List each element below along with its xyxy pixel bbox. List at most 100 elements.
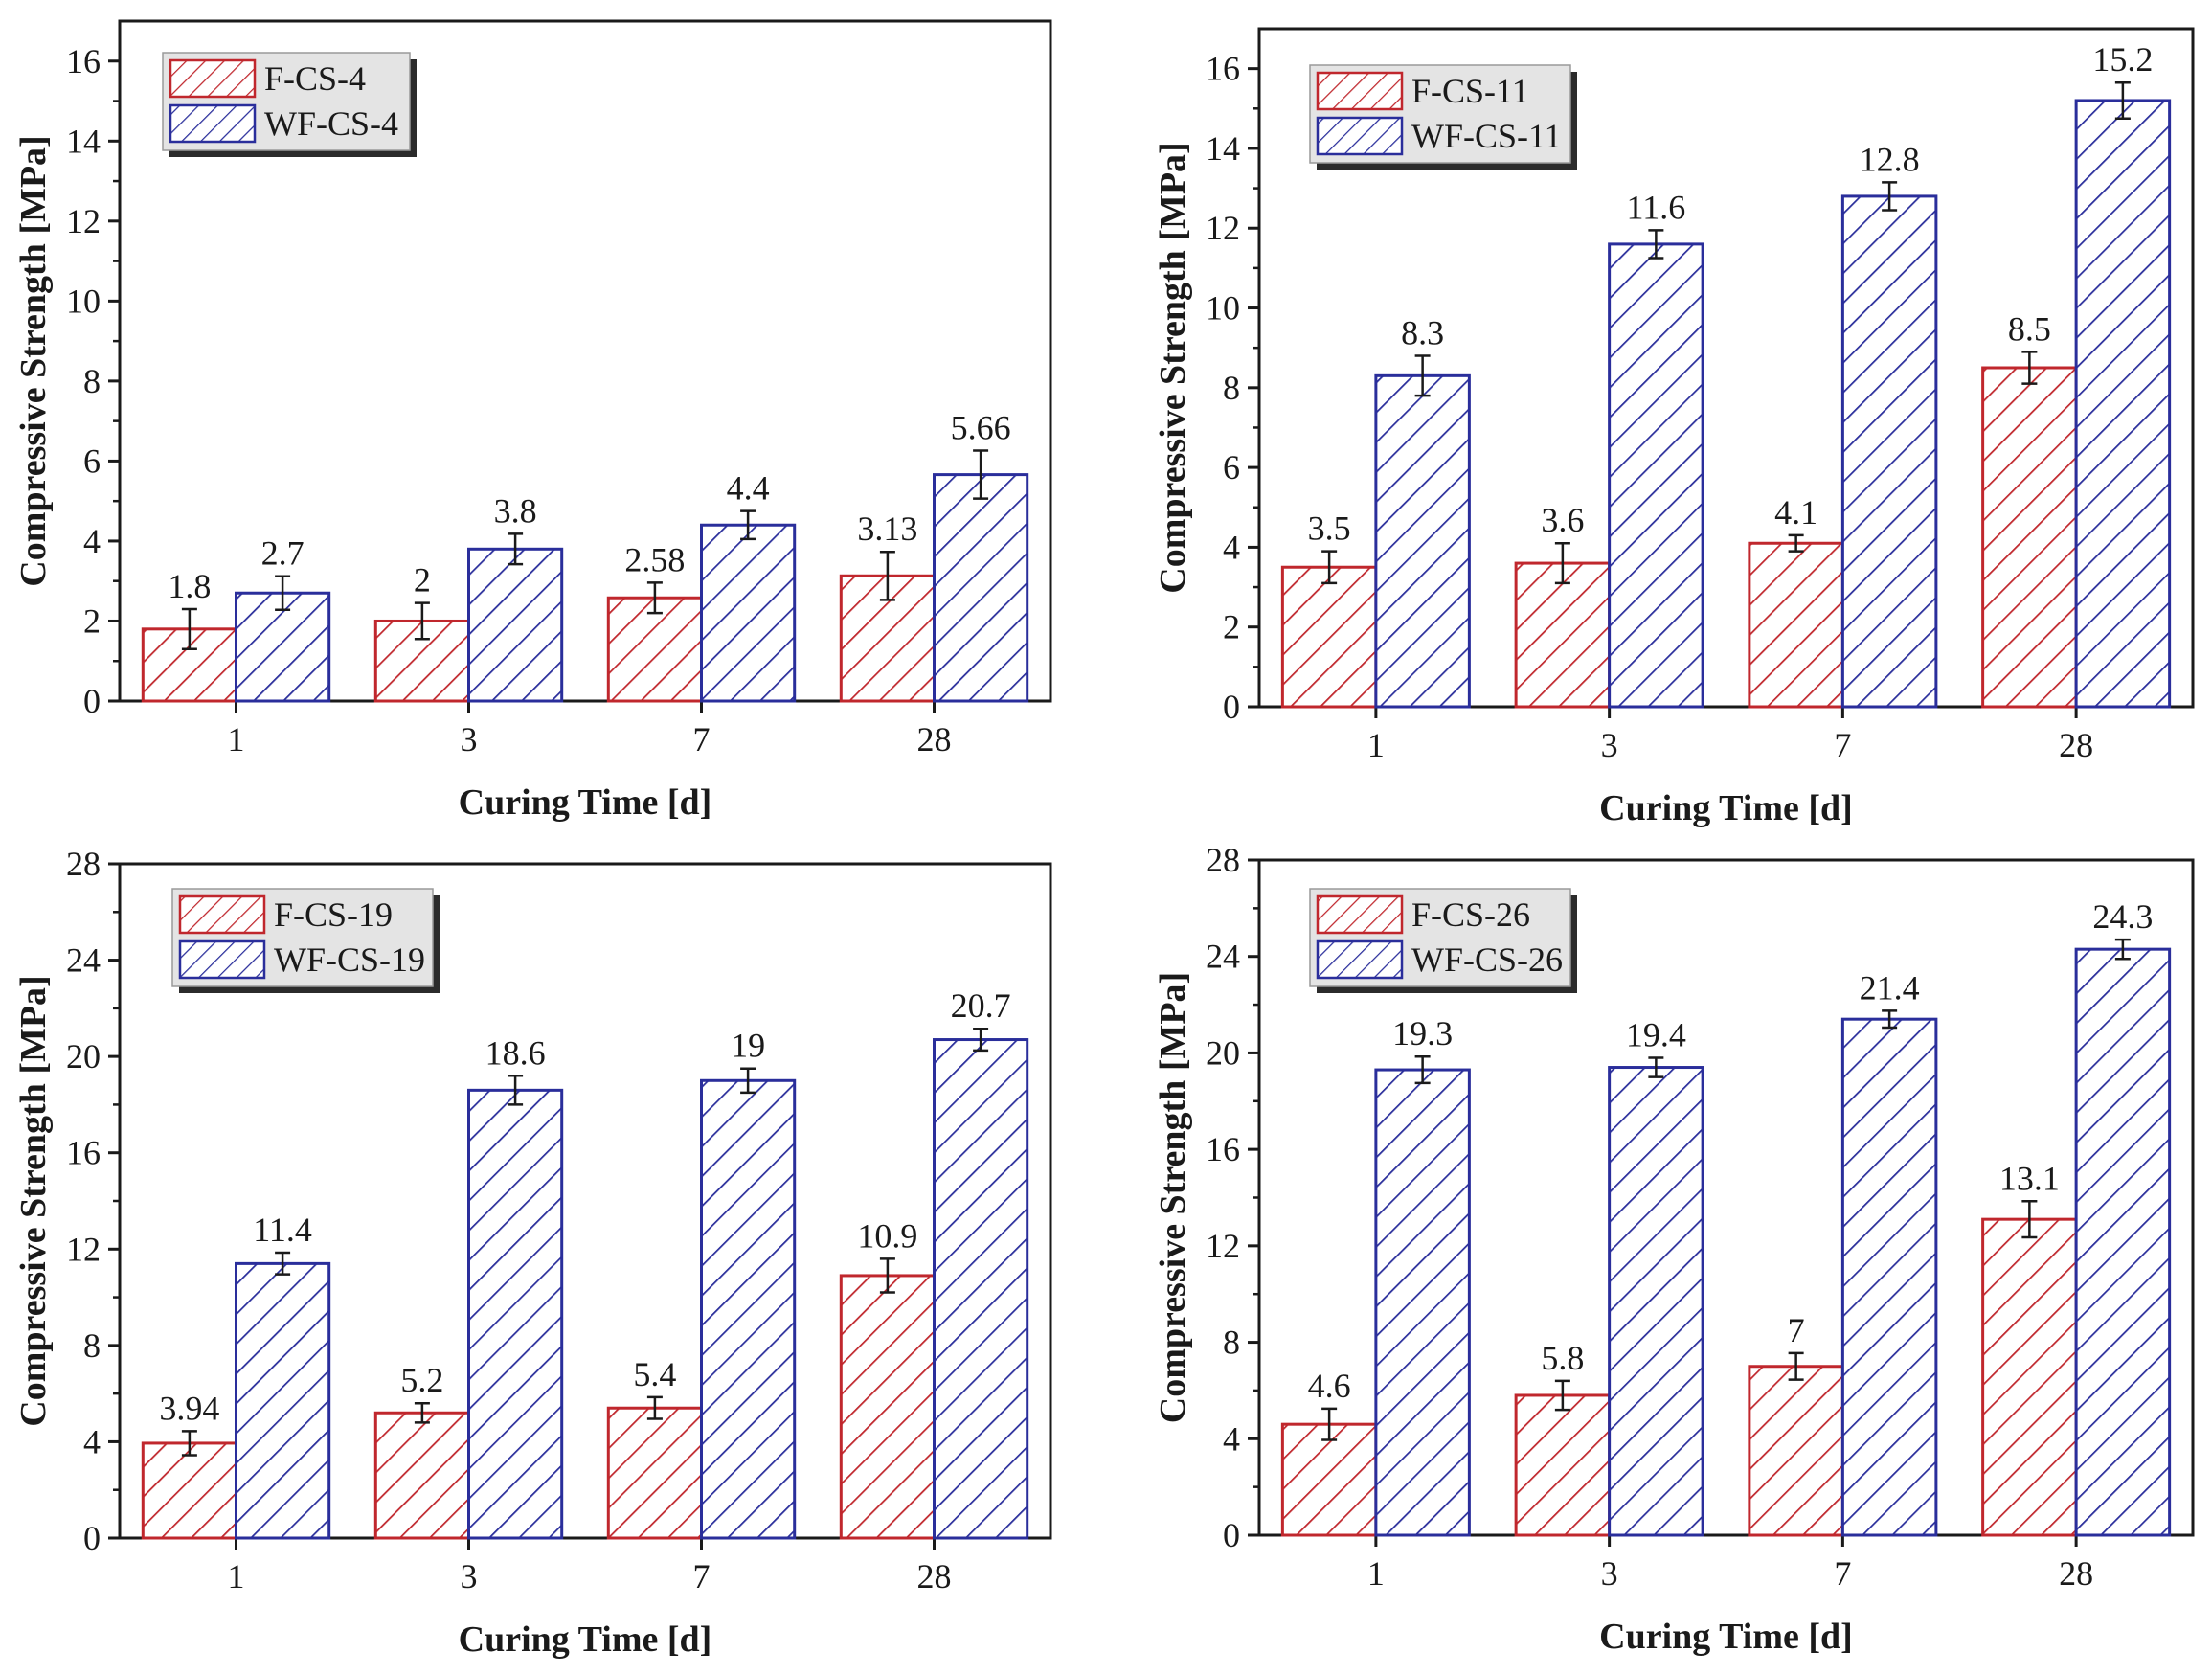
y-tick-label: 8 — [83, 362, 101, 400]
y-tick-label: 4 — [1223, 1419, 1240, 1458]
y-tick-label: 28 — [66, 845, 101, 883]
y-axis-title: Compressive Strength [MPa] — [13, 135, 54, 586]
legend-label: WF-CS-26 — [1411, 940, 1563, 979]
chart-panel-4: 0 4 8 12 16 20 24 28 1 4.6 19.3 3 5.8 19.4 7 7 21.4 28 13.… — [1153, 841, 2195, 1657]
data-label: 4.6 — [1308, 1367, 1351, 1405]
data-label: 19.4 — [1626, 1015, 1686, 1053]
data-label: 2 — [414, 561, 431, 600]
legend: F-CS-19 WF-CS-19 — [171, 888, 440, 993]
data-label: 8.3 — [1401, 314, 1444, 352]
bar-wf-cs-26-1 — [1374, 1068, 1471, 1537]
data-label: 5.2 — [400, 1361, 443, 1399]
legend: F-CS-4 WF-CS-4 — [162, 52, 417, 157]
plot-frame — [118, 19, 1052, 703]
y-tick-label: 12 — [66, 1230, 101, 1268]
y-tick-label: 28 — [1206, 841, 1240, 879]
bar-f-cs-19-28 — [839, 1274, 936, 1540]
y-tick-label: 0 — [1223, 688, 1240, 726]
bar-f-cs-26-1 — [1280, 1422, 1378, 1537]
x-tick-label: 1 — [1367, 1554, 1385, 1593]
y-tick-label: 6 — [1223, 448, 1240, 487]
data-label: 20.7 — [951, 986, 1011, 1025]
x-tick-label: 28 — [2059, 1554, 2093, 1593]
y-tick-label: 6 — [83, 441, 101, 480]
y-tick-label: 8 — [83, 1326, 101, 1365]
y-tick-label: 14 — [66, 122, 101, 160]
legend: F-CS-11 WF-CS-11 — [1309, 64, 1577, 170]
bar-wf-cs-11-28 — [2074, 99, 2172, 709]
legend-label: WF-CS-19 — [274, 940, 425, 979]
legend-label: WF-CS-11 — [1411, 117, 1562, 155]
x-tick-label: 28 — [2059, 726, 2093, 764]
data-label: 3.94 — [159, 1389, 219, 1427]
data-label: 10.9 — [857, 1216, 917, 1255]
data-label: 8.5 — [2008, 309, 2051, 348]
legend-swatch-f-cs-11 — [1316, 71, 1404, 111]
x-tick-label: 1 — [228, 1557, 245, 1596]
chart-panel-2: 0 2 4 6 8 10 12 14 16 1 3.5 8.3 3 3.6 11.6 7 4.1 12.8 28 8.… — [1153, 27, 2195, 828]
x-axis-title: Curing Time [d] — [459, 782, 712, 823]
y-tick-label: 2 — [83, 601, 101, 640]
y-tick-label: 16 — [66, 1134, 101, 1172]
x-tick-label: 28 — [917, 1557, 952, 1596]
plot-frame — [1257, 27, 2195, 709]
data-label: 7 — [1788, 1311, 1805, 1349]
x-tick-label: 7 — [1834, 1554, 1851, 1593]
bar-f-cs-11-28 — [1981, 366, 2078, 709]
x-tick-label: 1 — [228, 720, 245, 758]
x-tick-label: 7 — [1834, 726, 1851, 764]
legend-label: F-CS-11 — [1411, 72, 1529, 110]
legend-swatch-wf-cs-19 — [178, 939, 266, 980]
bar-f-cs-26-28 — [1981, 1217, 2078, 1537]
bar-wf-cs-4-28 — [933, 473, 1029, 703]
y-tick-label: 8 — [1223, 1324, 1240, 1362]
bar-wf-cs-19-1 — [235, 1261, 331, 1540]
y-tick-label: 4 — [83, 522, 101, 560]
legend-swatch-wf-cs-11 — [1316, 116, 1404, 156]
bar-f-cs-26-7 — [1748, 1365, 1844, 1537]
x-tick-label: 3 — [1601, 1554, 1618, 1593]
y-tick-label: 16 — [1206, 1130, 1240, 1168]
data-label: 19 — [731, 1027, 765, 1065]
x-tick-label: 3 — [461, 1557, 478, 1596]
bar-wf-cs-19-28 — [933, 1038, 1029, 1540]
bar-wf-cs-4-7 — [700, 523, 797, 703]
chart-panel-3: 0 4 8 12 16 20 24 28 1 3.94 11.4 3 5.2 18.6 7 5.4 19 28 10… — [13, 845, 1052, 1660]
bar-f-cs-11-7 — [1748, 541, 1844, 709]
chart-panel-1: 0 2 4 6 8 10 12 14 16 1 1.8 2.7 3 2 3.8 7 2.58 4.4 28 3.13 5… — [13, 19, 1052, 823]
y-tick-label: 4 — [1223, 528, 1240, 566]
legend-label: F-CS-26 — [1411, 895, 1530, 934]
bar-wf-cs-26-28 — [2074, 947, 2172, 1537]
data-label: 5.8 — [1541, 1339, 1584, 1377]
x-tick-label: 3 — [461, 720, 478, 758]
data-label: 3.5 — [1308, 509, 1351, 548]
data-label: 13.1 — [1999, 1159, 2060, 1197]
bar-f-cs-4-7 — [606, 596, 703, 703]
x-tick-label: 3 — [1601, 726, 1618, 764]
x-tick-label: 28 — [917, 720, 952, 758]
data-label: 11.6 — [1627, 188, 1686, 226]
data-label: 3.6 — [1541, 501, 1584, 539]
data-label: 19.3 — [1392, 1014, 1453, 1053]
legend-label: F-CS-4 — [264, 59, 366, 98]
x-axis-title: Curing Time [d] — [1599, 788, 1853, 828]
y-tick-label: 4 — [83, 1422, 101, 1460]
y-tick-label: 16 — [1206, 50, 1240, 88]
bar-f-cs-19-1 — [141, 1441, 237, 1540]
bar-wf-cs-19-7 — [700, 1078, 797, 1540]
x-tick-label: 1 — [1367, 726, 1385, 764]
data-label: 11.4 — [253, 1211, 312, 1249]
x-tick-label: 7 — [693, 720, 711, 758]
data-label: 18.6 — [485, 1033, 546, 1072]
bar-wf-cs-26-3 — [1608, 1066, 1704, 1537]
y-tick-label: 16 — [66, 42, 101, 80]
bar-f-cs-19-3 — [373, 1411, 470, 1540]
legend-swatch-f-cs-26 — [1316, 894, 1404, 935]
data-label: 21.4 — [1860, 968, 1920, 1007]
data-label: 2.58 — [624, 540, 685, 578]
y-tick-label: 12 — [1206, 1227, 1240, 1265]
x-axis-title: Curing Time [d] — [459, 1619, 712, 1660]
bar-wf-cs-19-3 — [467, 1088, 564, 1540]
